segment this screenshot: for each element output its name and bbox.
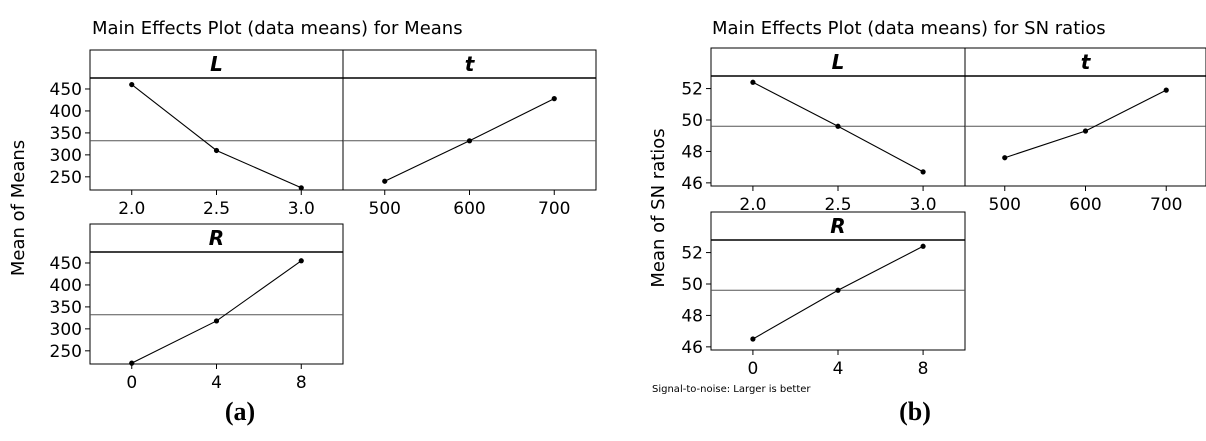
means-x-tick-label: 600	[453, 199, 485, 219]
sn-x-tick-label: 8	[918, 359, 929, 379]
means-y-tick-label: 250	[50, 342, 82, 362]
means-y-tick-label: 400	[50, 276, 82, 296]
sn-x-tick-label: 700	[1150, 195, 1182, 215]
panel-b-footnote: Signal-to-noise: Larger is better	[652, 384, 811, 395]
means-x-tick-label: 4	[211, 373, 222, 393]
sn-data-point	[1002, 155, 1008, 161]
sn-subplot-header-label: t	[1081, 50, 1092, 74]
sn-y-tick-label: 50	[681, 275, 703, 295]
means-subplot-header-label: t	[465, 52, 476, 76]
means-x-tick-label: 0	[126, 373, 137, 393]
sn-x-tick-label: 2.0	[739, 195, 766, 215]
sn-y-tick-label: 52	[681, 244, 703, 264]
means-y-tick-label: 450	[50, 80, 82, 100]
panel-a-ylabel: Mean of Means	[8, 140, 29, 276]
panel-b-ylabel: Mean of SN ratios	[648, 128, 669, 287]
means-data-point	[298, 185, 304, 191]
means-y-tick-label: 300	[50, 320, 82, 340]
means-x-tick-label: 700	[538, 199, 570, 219]
means-data-point	[129, 81, 135, 88]
sn-x-tick-label: 500	[989, 195, 1021, 215]
sn-subplot-t: t 500 600 700	[964, 47, 1206, 215]
sn-series-line-t	[1004, 89, 1167, 159]
means-y-tick-label: 400	[50, 102, 82, 122]
sn-data-point	[1163, 87, 1169, 93]
means-y-tick-label: 450	[50, 254, 82, 274]
means-x-tick-label: 500	[369, 199, 401, 219]
means-data-point	[382, 178, 388, 184]
means-subplot-t: t 500 600 700	[342, 49, 597, 219]
means-subplot-header-label: L	[210, 52, 223, 76]
sn-x-tick-label: 0	[747, 359, 758, 379]
sn-data-point	[1082, 128, 1089, 134]
means-x-tick-label: 2.0	[118, 199, 145, 219]
sn-y-tick-label: 50	[681, 111, 703, 131]
means-data-point	[551, 96, 557, 102]
means-data-point	[213, 318, 220, 324]
sn-x-tick-label: 3.0	[910, 195, 937, 215]
sn-y-tick-label: 52	[681, 80, 703, 100]
panel-a-title: Main Effects Plot (data means) for Means	[92, 18, 463, 39]
means-series-line-r	[131, 260, 302, 364]
means-x-tick-label: 8	[296, 373, 307, 393]
sn-y-tick-label: 48	[681, 306, 703, 326]
means-x-tick-label: 2.5	[203, 199, 230, 219]
means-series-line-l	[131, 84, 302, 189]
means-data-point	[466, 138, 473, 144]
sn-data-point	[750, 79, 756, 85]
sn-y-tick-label: 48	[681, 142, 703, 162]
means-subplot-header-label: R	[209, 226, 224, 250]
sn-data-point	[750, 336, 756, 342]
means-data-point	[298, 258, 304, 264]
means-y-tick-label: 350	[50, 298, 82, 318]
sn-subplot-l: L 2.0 2.5 3.0 46 48 50 52	[681, 47, 966, 215]
means-y-tick-label: 250	[50, 168, 82, 188]
sn-x-tick-label: 4	[833, 359, 844, 379]
sn-x-tick-label: 600	[1069, 195, 1101, 215]
panel-b-title: Main Effects Plot (data means) for SN ra…	[712, 18, 1106, 39]
sn-y-tick-label: 46	[681, 174, 703, 194]
sn-data-point	[920, 243, 926, 249]
means-data-point	[213, 147, 220, 154]
sn-x-tick-label: 2.5	[824, 195, 851, 215]
panel-a-caption: (a)	[225, 397, 255, 426]
means-y-tick-label: 300	[50, 146, 82, 166]
sn-subplot-header-label: R	[830, 214, 845, 238]
sn-data-point	[835, 287, 841, 293]
means-y-tick-label: 350	[50, 124, 82, 144]
means-x-tick-label: 3.0	[288, 199, 315, 219]
sn-data-point	[835, 123, 841, 129]
sn-subplot-header-label: L	[832, 50, 845, 74]
means-data-point	[129, 360, 135, 366]
sn-y-tick-label: 46	[681, 338, 703, 358]
panel-b-caption: (b)	[899, 397, 931, 426]
sn-data-point	[920, 169, 926, 175]
